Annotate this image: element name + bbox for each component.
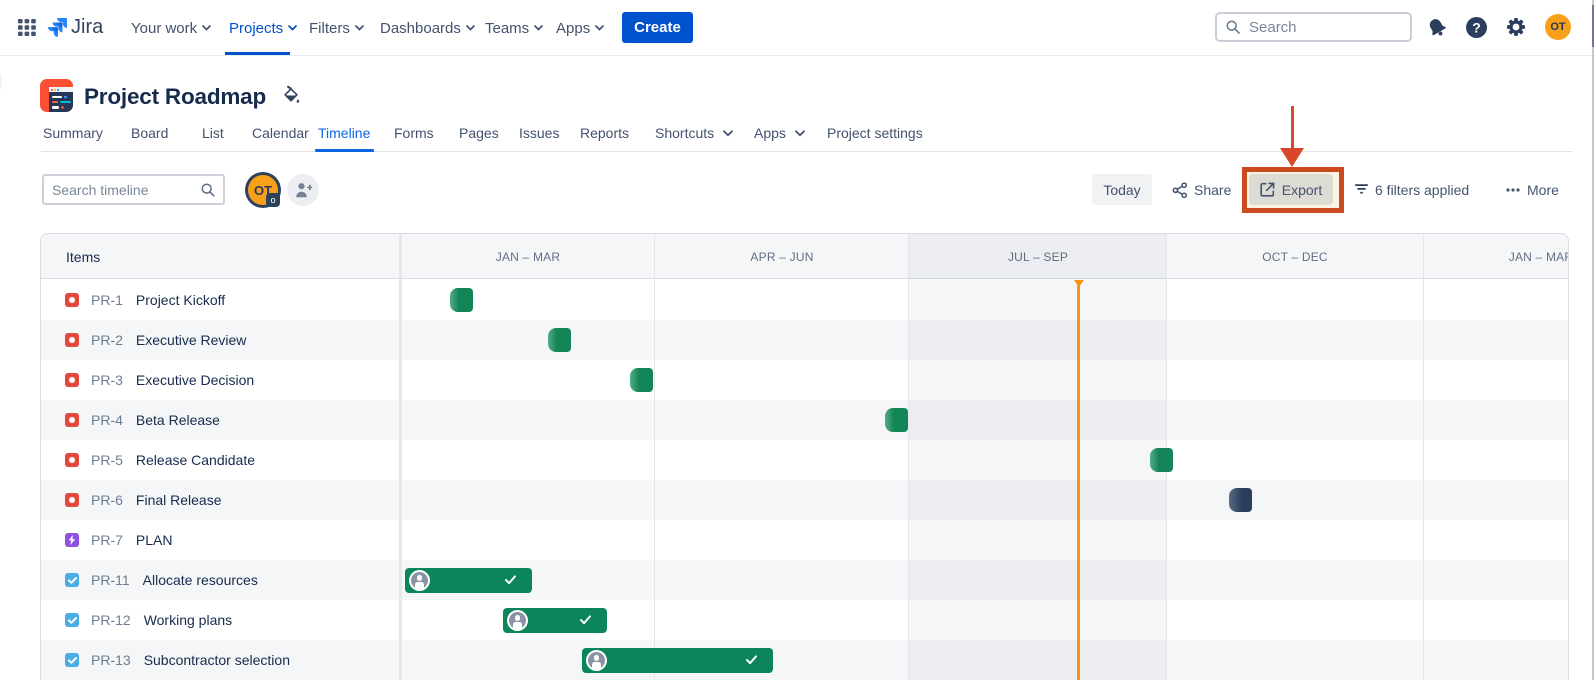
svg-text:?: ? (1472, 19, 1481, 35)
